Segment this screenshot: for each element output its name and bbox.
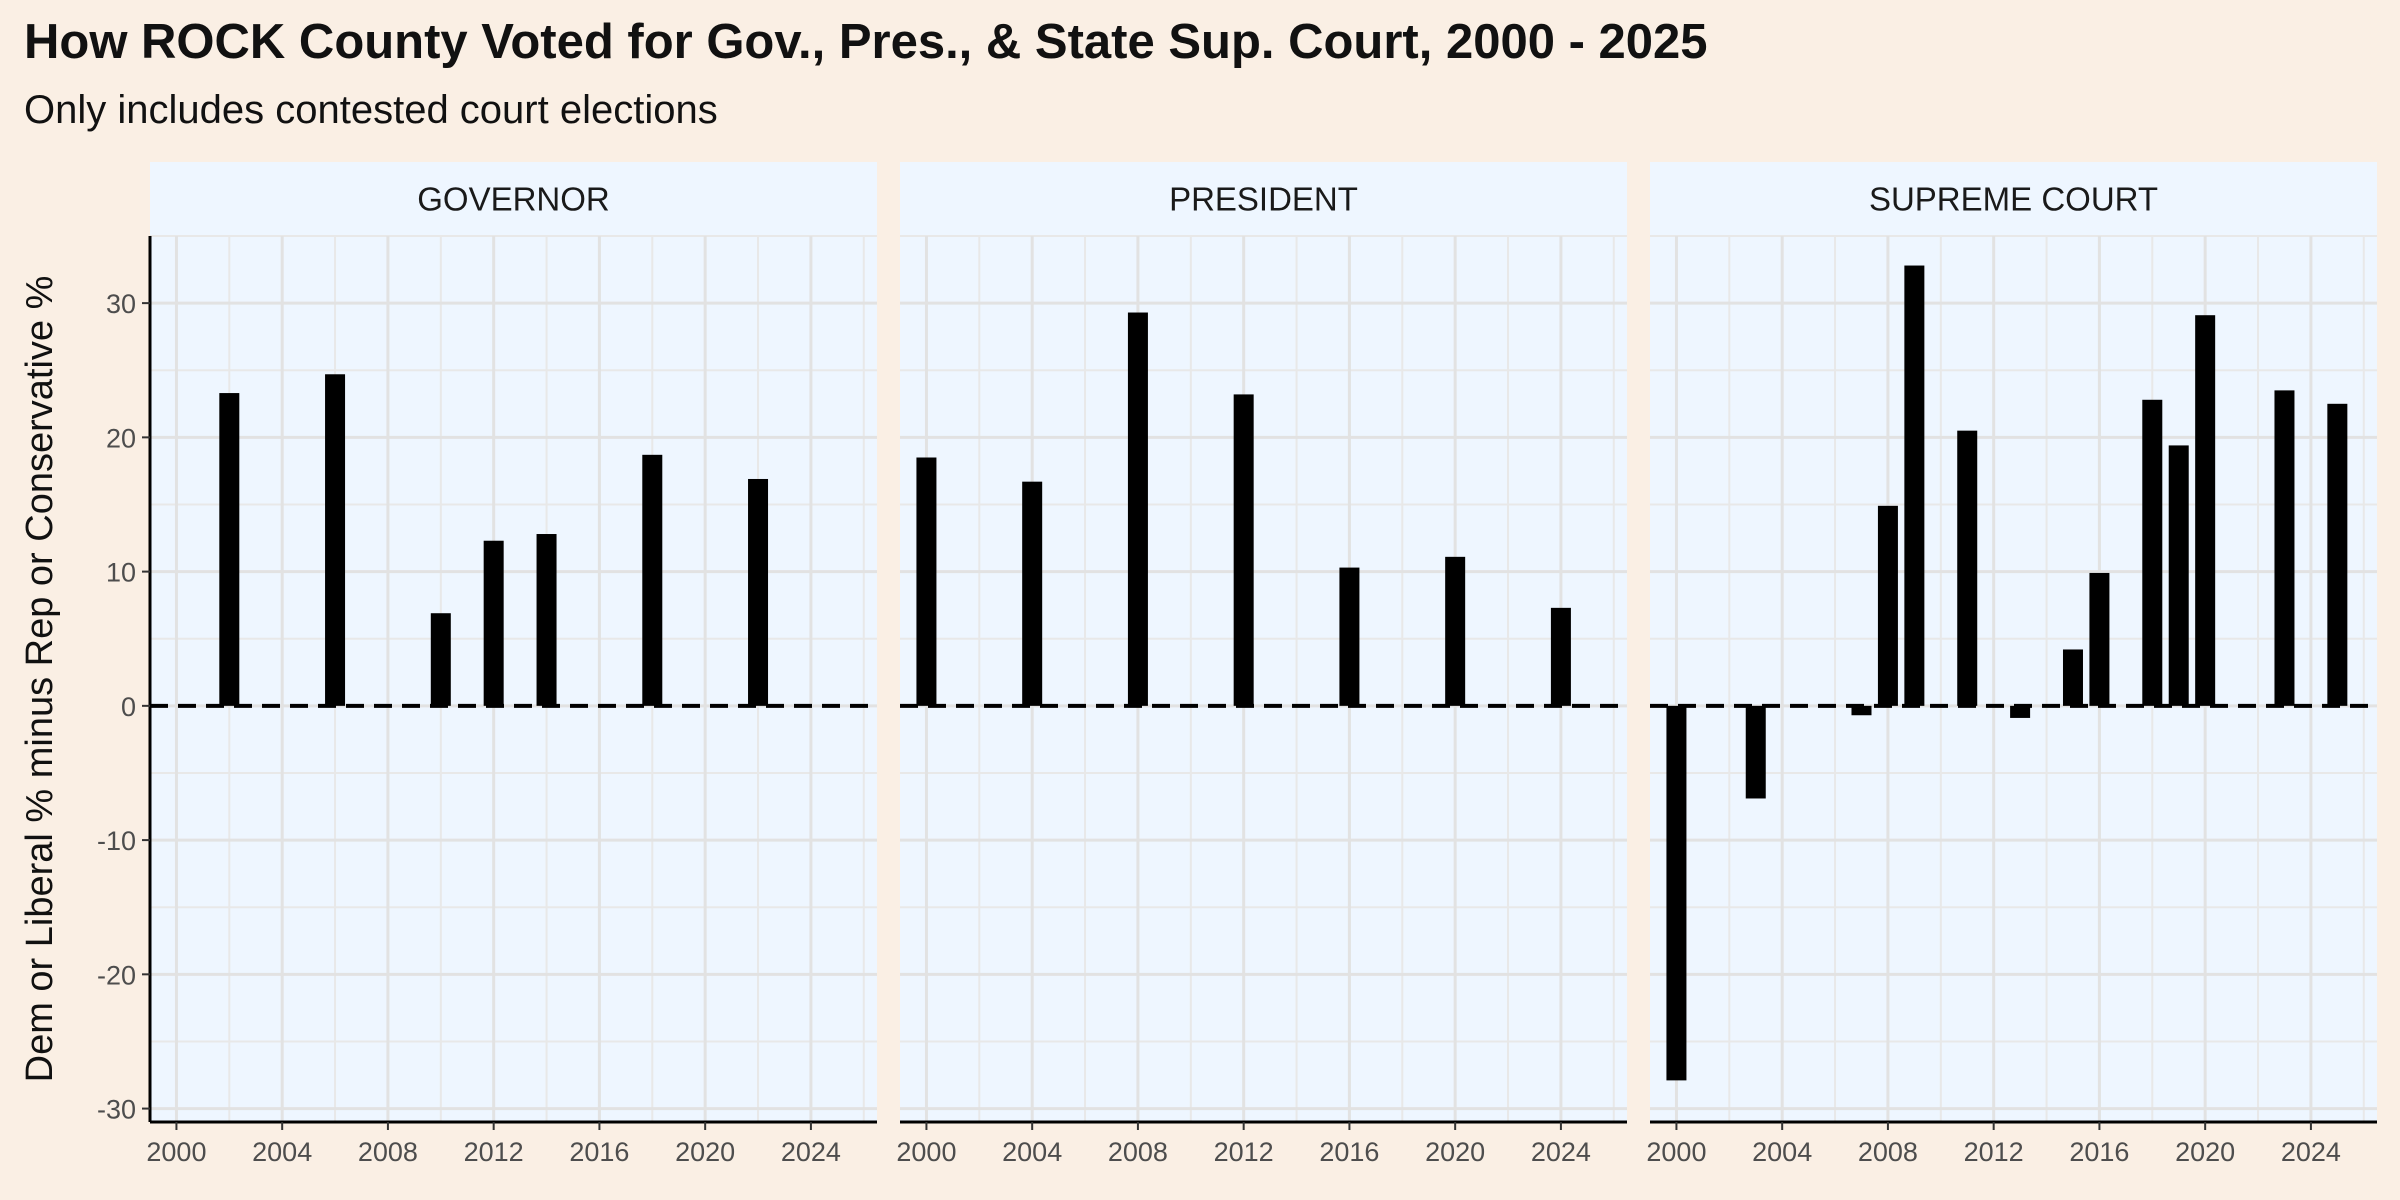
x-tick-label: 2024 [781,1137,841,1167]
facet-strip [1650,162,2377,235]
bar [1550,607,1571,706]
x-tick-label: 2008 [1108,1137,1168,1167]
x-tick-label: 2008 [1858,1137,1918,1167]
x-tick-label: 2020 [2175,1137,2235,1167]
panel-supreme-court: SUPREME COURT 2000 2004 2008 2012 2016 2020 202… [1646,162,2377,1167]
bar [430,613,451,706]
bar [2168,445,2189,706]
bar [1445,556,1466,706]
y-tick-label: -20 [97,960,136,990]
bar [219,393,240,706]
bar [1022,481,1043,706]
panel-background [1650,236,2377,1122]
facet-label: SUPREME COURT [1869,181,2158,218]
bar [1851,705,1872,716]
bar [916,457,937,706]
facet-label: GOVERNOR [417,181,610,218]
x-tick-label: 2024 [2281,1137,2341,1167]
y-tick-label: 10 [106,558,136,588]
x-tick-label: 2020 [675,1137,735,1167]
bar [1233,394,1254,706]
panel-background [900,236,1627,1122]
bar [1339,567,1360,706]
x-tick-label: 2020 [1425,1137,1485,1167]
x-tick-label: 2016 [1319,1137,1379,1167]
bar [1127,312,1148,706]
y-tick-label: 0 [121,692,136,722]
panel-governor: GOVERNOR 2000 2004 2008 2012 2016 2020 2024 [146,162,877,1167]
chart-title: How ROCK County Voted for Gov., Pres., &… [24,15,1708,69]
x-tick-label: 2000 [896,1137,956,1167]
x-tick-label: 2012 [464,1137,524,1167]
chart-subtitle: Only includes contested court elections [24,88,718,132]
y-tick-label: 20 [106,423,136,453]
x-tick-label: 2024 [1531,1137,1591,1167]
bar [2010,705,2031,718]
x-tick-label: 2012 [1964,1137,2024,1167]
bar [2195,315,2216,706]
bar [2089,572,2110,706]
bar [2327,403,2348,706]
x-tick-label: 2008 [358,1137,418,1167]
bar [748,478,769,706]
bar [2062,649,2083,706]
y-tick-label: -10 [97,826,136,856]
y-tick-label: -30 [97,1095,136,1125]
bar [1904,265,1925,706]
bar [2142,399,2163,706]
bar [2274,390,2295,706]
x-tick-label: 2000 [146,1137,206,1167]
bar [536,534,557,706]
bar [1666,705,1687,1081]
facet-strip [150,162,877,235]
bar [1957,430,1978,706]
bar [642,454,663,706]
y-axis-title: Dem or Liberal % minus Rep or Conservati… [19,276,61,1083]
facet-label: PRESIDENT [1169,181,1358,218]
bar [325,374,346,706]
x-tick-label: 2000 [1646,1137,1706,1167]
x-tick-label: 2004 [1752,1137,1812,1167]
x-tick-label: 2004 [1002,1137,1062,1167]
bar [483,540,504,706]
x-tick-label: 2004 [252,1137,312,1167]
panel-president: PRESIDENT 2000 2004 2008 2012 2016 2020 2024 [896,162,1627,1167]
x-tick-label: 2012 [1214,1137,1274,1167]
bar [1745,705,1766,799]
x-tick-label: 2016 [2069,1137,2129,1167]
x-tick-label: 2016 [569,1137,629,1167]
y-tick-label: 30 [106,289,136,319]
bar [1877,505,1898,706]
facet-strip [900,162,1627,235]
